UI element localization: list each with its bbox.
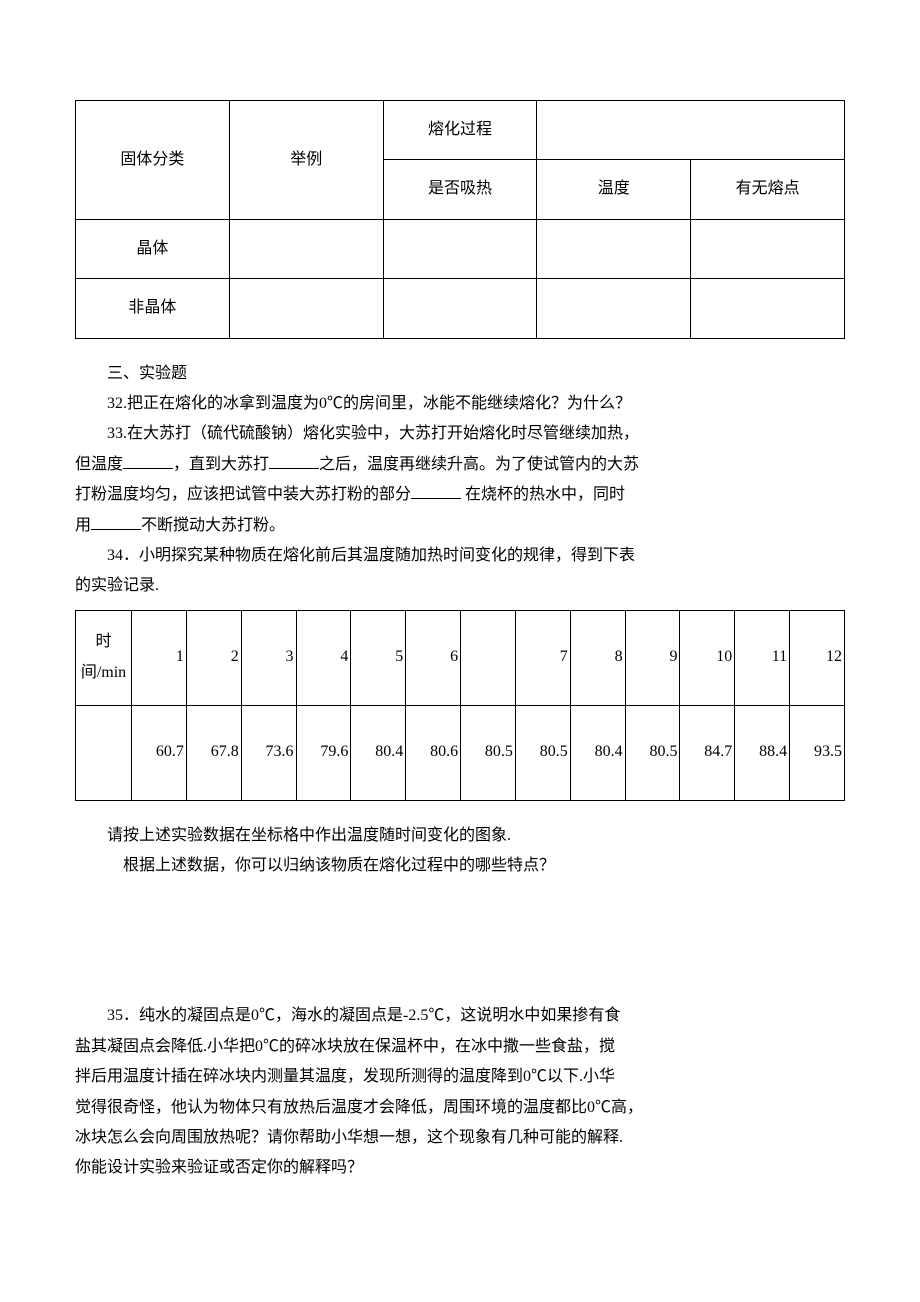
q35-line4: 觉得很奇怪，他认为物体只有放热后温度才会降低，周围环境的温度都比0℃高， <box>75 1093 845 1123</box>
time-cell: 6 <box>406 610 461 705</box>
cell <box>229 219 383 278</box>
time-cell <box>461 610 516 705</box>
time-cell: 7 <box>515 610 570 705</box>
blank-input[interactable] <box>411 483 461 499</box>
temp-cell: 84.7 <box>680 705 735 800</box>
time-cell: 10 <box>680 610 735 705</box>
solid-classification-table: 固体分类 举例 熔化过程 是否吸热 温度 有无熔点 晶体 非晶体 <box>75 100 845 339</box>
temp-cell: 67.8 <box>186 705 241 800</box>
q33-frag: 打粉温度均匀，应该把试管中装大苏打粉的部分 <box>75 486 411 503</box>
subcol-absorb-heat: 是否吸热 <box>383 160 537 219</box>
temp-cell: 73.6 <box>241 705 296 800</box>
col-header-process: 熔化过程 <box>383 101 537 160</box>
temp-cell: 80.5 <box>625 705 680 800</box>
q33-frag: 之后，温度再继续升高。为了使试管内的大苏 <box>319 456 639 473</box>
q33-frag: 用 <box>75 517 91 534</box>
temp-cell: 80.6 <box>406 705 461 800</box>
q34-instruction1: 请按上述实验数据在坐标格中作出温度随时间变化的图象. <box>75 821 845 851</box>
cell <box>691 279 845 338</box>
time-cell: 12 <box>790 610 845 705</box>
q33-line2: 但温度 ，直到大苏打 之后，温度再继续升高。为了使试管内的大苏 <box>75 450 845 480</box>
time-cell: 2 <box>186 610 241 705</box>
cell <box>537 219 691 278</box>
cell <box>229 279 383 338</box>
cell <box>383 279 537 338</box>
temp-cell: 80.4 <box>570 705 625 800</box>
table-row: 时间/min 1 2 3 4 5 6 7 8 9 10 11 12 <box>76 610 845 705</box>
row-amorphous: 非晶体 <box>76 279 230 338</box>
time-cell: 3 <box>241 610 296 705</box>
time-cell: 11 <box>735 610 790 705</box>
col-header-category: 固体分类 <box>76 101 230 220</box>
q33-frag: ，直到大苏打 <box>173 456 269 473</box>
body-text: 三、实验题 32.把正在熔化的冰拿到温度为0℃的房间里，冰能不能继续熔化？为什么… <box>75 359 845 602</box>
q33-frag: 但温度 <box>75 456 123 473</box>
graph-area-placeholder <box>75 881 845 1001</box>
cell <box>537 279 691 338</box>
q35-line5: 冰块怎么会向周围放热呢？请你帮助小华想一想，这个现象有几种可能的解释. <box>75 1123 845 1153</box>
body-text: 35．纯水的凝固点是0℃，海水的凝固点是-2.5℃，这说明水中如果掺有食 盐其凝… <box>75 1001 845 1183</box>
q35-line2: 盐其凝固点会降低.小华把0℃的碎冰块放在保温杯中，在冰中撒一些食盐，搅 <box>75 1032 845 1062</box>
temp-cell: 60.7 <box>132 705 187 800</box>
temp-cell: 88.4 <box>735 705 790 800</box>
q34-line1: 34．小明探究某种物质在熔化前后其温度随加热时间变化的规律，得到下表 <box>75 541 845 571</box>
q33-line3: 打粉温度均匀，应该把试管中装大苏打粉的部分 在烧杯的热水中，同时 <box>75 480 845 510</box>
blank-input[interactable] <box>91 514 141 530</box>
q33-frag: 不断搅动大苏打粉。 <box>141 517 285 534</box>
col-header-example: 举例 <box>229 101 383 220</box>
q34-instruction2: 根据上述数据，你可以归纳该物质在熔化过程中的哪些特点？ <box>75 851 845 881</box>
temp-cell: 80.4 <box>351 705 406 800</box>
temp-cell: 93.5 <box>790 705 845 800</box>
time-cell: 9 <box>625 610 680 705</box>
experiment-data-table: 时间/min 1 2 3 4 5 6 7 8 9 10 11 12 60.7 6… <box>75 610 845 801</box>
body-text: 请按上述实验数据在坐标格中作出温度随时间变化的图象. 根据上述数据，你可以归纳该… <box>75 821 845 882</box>
empty-header <box>537 101 845 160</box>
subcol-temperature: 温度 <box>537 160 691 219</box>
q35-line3: 拌后用温度计插在碎冰块内测量其温度，发现所测得的温度降到0℃以下.小华 <box>75 1062 845 1092</box>
temp-label <box>76 705 132 800</box>
subcol-melting-point: 有无熔点 <box>691 160 845 219</box>
blank-input[interactable] <box>123 453 173 469</box>
row-crystal: 晶体 <box>76 219 230 278</box>
q35-line6: 你能设计实验来验证或否定你的解释吗？ <box>75 1153 845 1183</box>
temp-cell: 80.5 <box>515 705 570 800</box>
temp-cell: 79.6 <box>296 705 351 800</box>
cell <box>691 219 845 278</box>
time-cell: 5 <box>351 610 406 705</box>
table-row: 60.7 67.8 73.6 79.6 80.4 80.6 80.5 80.5 … <box>76 705 845 800</box>
q33-line1: 33.在大苏打（硫代硫酸钠）熔化实验中，大苏打开始熔化时尽管继续加热， <box>75 419 845 449</box>
q34-line2: 的实验记录. <box>75 571 845 601</box>
time-label: 时间/min <box>76 610 132 705</box>
section-3-heading: 三、实验题 <box>75 359 845 389</box>
blank-input[interactable] <box>269 453 319 469</box>
cell <box>383 219 537 278</box>
time-cell: 1 <box>132 610 187 705</box>
temp-cell: 80.5 <box>461 705 516 800</box>
q32-text: 32.把正在熔化的冰拿到温度为0℃的房间里，冰能不能继续熔化？为什么？ <box>75 389 845 419</box>
time-cell: 4 <box>296 610 351 705</box>
q35-line1: 35．纯水的凝固点是0℃，海水的凝固点是-2.5℃，这说明水中如果掺有食 <box>75 1001 845 1031</box>
q33-frag: 在烧杯的热水中，同时 <box>461 486 625 503</box>
time-cell: 8 <box>570 610 625 705</box>
q33-line4: 用 不断搅动大苏打粉。 <box>75 511 845 541</box>
